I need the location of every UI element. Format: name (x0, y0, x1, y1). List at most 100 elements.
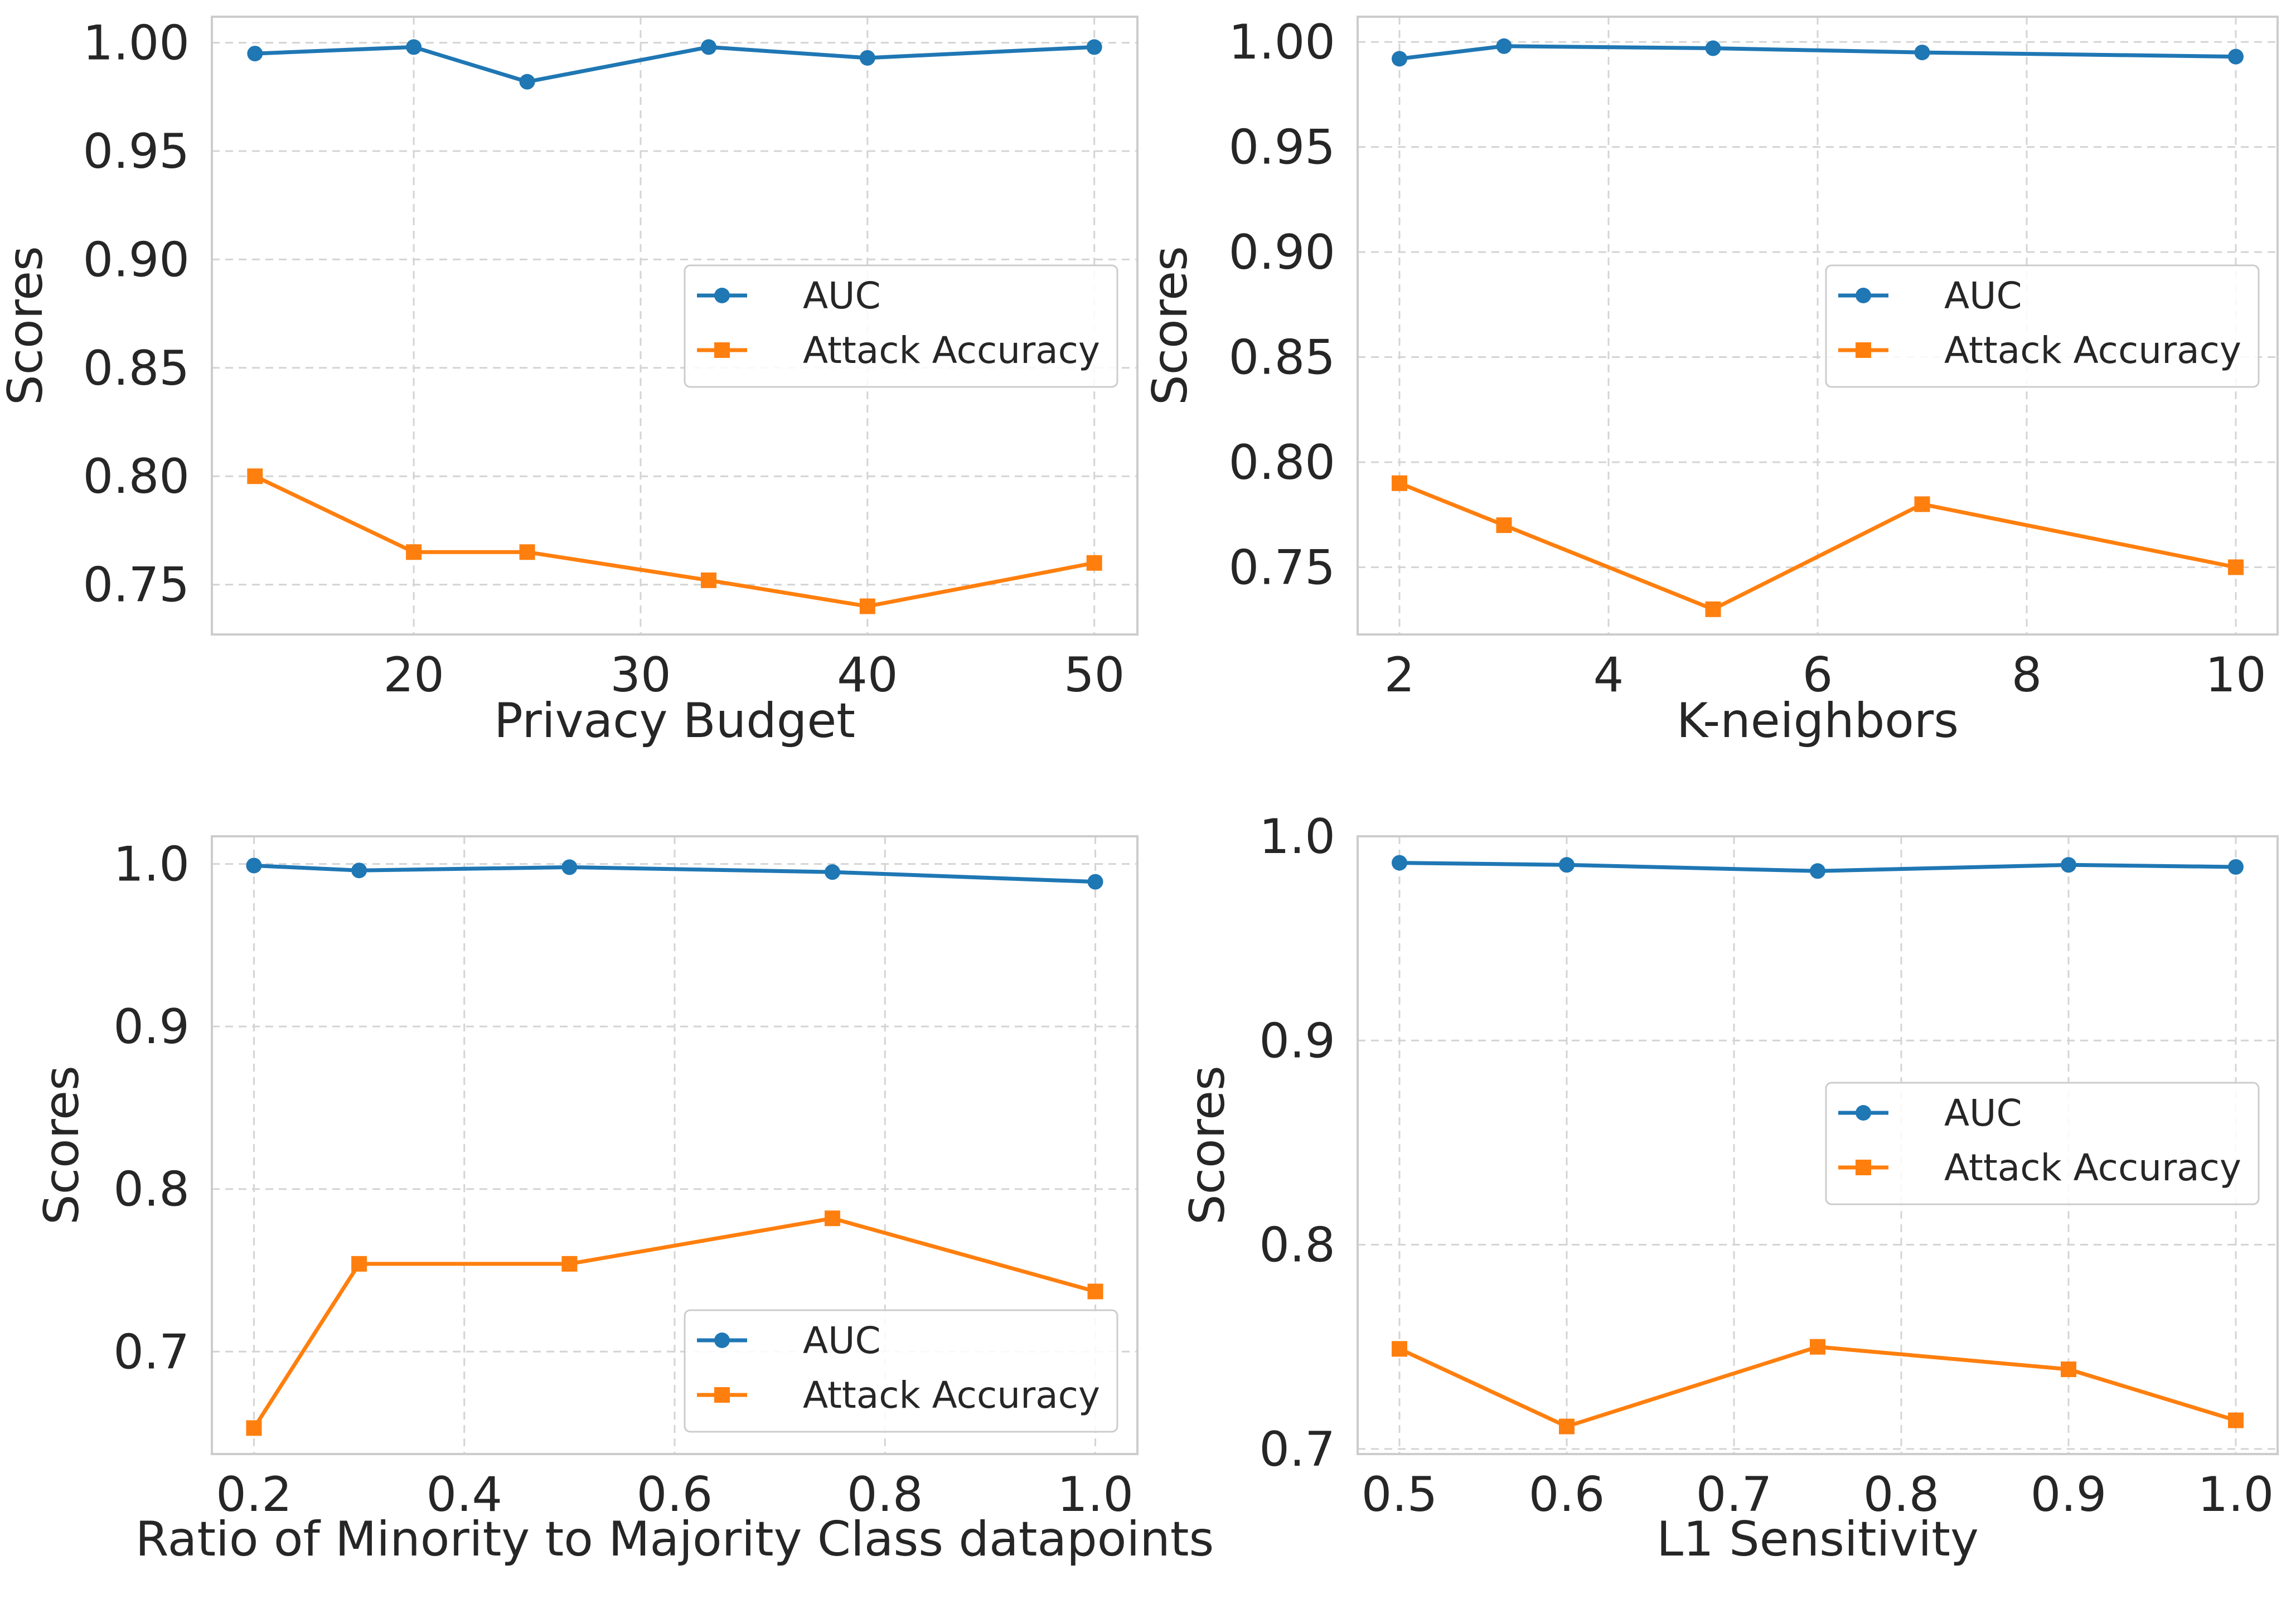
y-tick-label: 1.0 (1259, 809, 1335, 865)
legend-marker (714, 288, 730, 303)
data-point (701, 39, 717, 55)
x-tick-label: 10 (2205, 647, 2266, 703)
data-point (2061, 1361, 2076, 1377)
x-tick-label: 4 (1593, 647, 1624, 703)
y-tick-label: 0.90 (1229, 225, 1335, 280)
data-point (247, 468, 263, 484)
legend: AUC Attack Accuracy (1825, 264, 2260, 388)
x-tick-label: 50 (1064, 647, 1125, 703)
data-point (351, 1256, 367, 1272)
data-point (561, 1256, 578, 1272)
data-point (2228, 49, 2244, 65)
x-tick-label: 0.6 (637, 1467, 713, 1523)
data-point (1086, 555, 1102, 571)
y-axis-label: Scores (1142, 246, 1198, 405)
legend-label: AUC (803, 274, 881, 317)
plot-frame (211, 16, 1139, 636)
legend: AUC Attack Accuracy (684, 264, 1118, 388)
data-point (1810, 863, 1825, 879)
series-auc (1392, 855, 2244, 879)
data-point (2228, 559, 2244, 575)
legend-box (684, 264, 1118, 388)
data-point (824, 1210, 840, 1227)
data-point (1086, 39, 1102, 55)
x-axis-label: Ratio of Minority to Majority Class data… (135, 1511, 1214, 1567)
data-point (406, 544, 422, 560)
data-point (1559, 1418, 1575, 1435)
x-tick-label: 0.7 (1696, 1467, 1772, 1523)
legend-label: AUC (803, 1319, 881, 1362)
data-point (406, 39, 422, 55)
data-point (824, 864, 840, 880)
y-tick-label: 0.80 (83, 449, 190, 505)
data-point (519, 74, 535, 90)
x-tick-label: 0.9 (2031, 1467, 2107, 1523)
data-point (1392, 1341, 1407, 1357)
subplot-2: 2 4 6 8 10 0.75 0.80 0.85 0.90 0.95 1.00 K-neighbor… (1142, 14, 2279, 749)
x-tick-label: 0.6 (1529, 1467, 1605, 1523)
x-tick-label: 20 (383, 647, 444, 703)
legend-label: AUC (1944, 1092, 2022, 1135)
legend-box (1825, 264, 2260, 388)
x-tick-label: 0.4 (426, 1467, 502, 1523)
data-point (1392, 855, 1407, 871)
series-attack-accuracy (247, 468, 1102, 614)
data-point (1392, 475, 1407, 491)
y-axis-label: Scores (0, 246, 54, 405)
y-tick-label: 0.7 (1259, 1422, 1335, 1477)
y-tick-label: 0.8 (1259, 1218, 1335, 1273)
subplot-4: 0.5 0.6 0.7 0.8 0.9 1.0 0.7 0.8 0.9 1.0 L1 Sensiti… (1180, 809, 2279, 1567)
x-tick-label: 2 (1384, 647, 1415, 703)
x-tick-label: 40 (837, 647, 898, 703)
series-attack-accuracy (1392, 475, 2244, 617)
data-point (1392, 51, 1407, 67)
legend-box (1825, 1082, 2260, 1205)
legend-label: Attack Accuracy (1944, 1146, 2241, 1189)
data-point (1810, 1339, 1825, 1355)
y-tick-label: 0.95 (83, 124, 190, 180)
series-auc (1392, 38, 2244, 67)
plot-frame (1357, 16, 2279, 636)
y-tick-label: 1.0 (113, 837, 190, 893)
series-attack-accuracy (246, 1210, 1103, 1436)
y-tick-label: 0.7 (113, 1324, 190, 1380)
data-point (519, 544, 535, 560)
legend-label: Attack Accuracy (803, 1374, 1100, 1417)
data-point (859, 50, 875, 66)
plot-frame (1357, 835, 2279, 1455)
data-point (1705, 601, 1721, 617)
data-point (701, 572, 717, 588)
legend-box (684, 1309, 1118, 1433)
subplot-1: 20 30 40 50 0.75 0.80 0.85 0.90 0.95 1.00 Privacy … (0, 16, 1139, 749)
y-tick-label: 0.85 (1229, 330, 1335, 386)
legend-marker (1856, 1160, 1871, 1175)
series-line (254, 474, 1095, 608)
series-attack-accuracy (1392, 1339, 2244, 1435)
data-point (1496, 517, 1512, 534)
series-auc (246, 857, 1103, 890)
data-point (351, 863, 367, 879)
data-point (2228, 1412, 2244, 1428)
x-tick-label: 6 (1803, 647, 1833, 703)
legend-marker (714, 1387, 730, 1403)
data-point (561, 859, 578, 875)
x-tick-label: 0.2 (216, 1467, 292, 1523)
y-tick-label: 0.9 (1259, 1013, 1335, 1069)
legend-marker (714, 342, 730, 358)
y-tick-label: 0.95 (1229, 120, 1335, 176)
x-tick-label: 30 (610, 647, 671, 703)
data-point (1559, 857, 1575, 873)
y-tick-label: 0.90 (83, 232, 190, 288)
legend-marker (1856, 288, 1871, 303)
y-axis-label: Scores (34, 1065, 90, 1225)
data-point (1705, 40, 1721, 56)
legend-label: Attack Accuracy (1944, 329, 2241, 372)
legend-marker (714, 1333, 730, 1348)
legend-label: AUC (1944, 274, 2022, 317)
y-tick-label: 1.00 (83, 16, 190, 71)
x-axis-label: K-neighbors (1677, 693, 1959, 749)
y-axis-label: Scores (1180, 1065, 1236, 1225)
y-tick-label: 0.8 (113, 1162, 190, 1218)
data-point (246, 1420, 262, 1436)
